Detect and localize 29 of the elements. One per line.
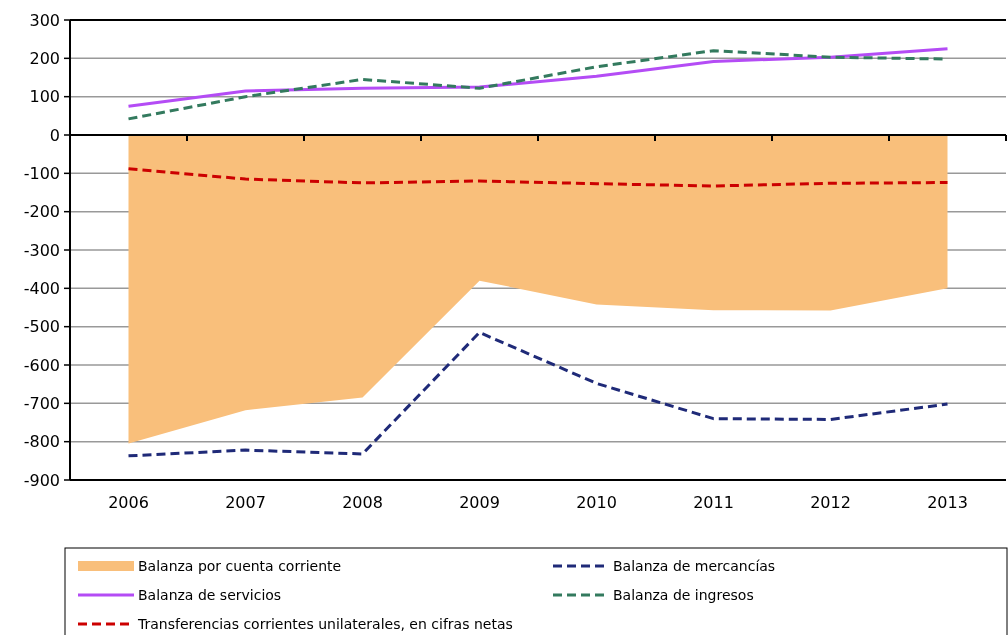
- y-tick-label: 300: [29, 10, 60, 30]
- x-tick-label: 2012: [810, 493, 851, 512]
- legend-label: Transferencias corrientes unilaterales, en cifras netas: [137, 615, 513, 632]
- y-tick-label: -700: [23, 393, 60, 413]
- y-tick-label: -400: [23, 278, 60, 298]
- legend-label: Balanza por cuenta corriente: [138, 557, 342, 574]
- x-tick-label: 2010: [576, 493, 617, 512]
- legend-label: Balanza de mercancías: [613, 557, 776, 574]
- y-tick-label: -500: [23, 317, 60, 337]
- line-series: [127, 47, 949, 108]
- y-tick-label: 200: [29, 48, 60, 68]
- x-tick-label: 2011: [693, 493, 734, 512]
- y-tick-label: -100: [23, 163, 60, 183]
- y-tick-label: 0: [49, 125, 60, 145]
- y-tick-label: -900: [23, 470, 60, 490]
- line-series: [127, 330, 949, 458]
- y-tick-label: -300: [23, 240, 60, 260]
- y-tick-label: -200: [23, 202, 60, 222]
- line-series: [127, 167, 949, 188]
- y-tick-label: -600: [23, 355, 60, 375]
- x-tick-label: 2006: [108, 493, 149, 512]
- x-tick-label: 2009: [459, 493, 500, 512]
- y-tick-label: -800: [23, 432, 60, 452]
- legend-label: Balanza de ingresos: [613, 586, 754, 603]
- legend-label: Balanza de servicios: [138, 586, 282, 603]
- x-tick-label: 2007: [225, 493, 266, 512]
- x-tick-label: 2008: [342, 493, 383, 512]
- x-tick-label: 2013: [927, 493, 968, 512]
- y-tick-label: 100: [29, 87, 60, 107]
